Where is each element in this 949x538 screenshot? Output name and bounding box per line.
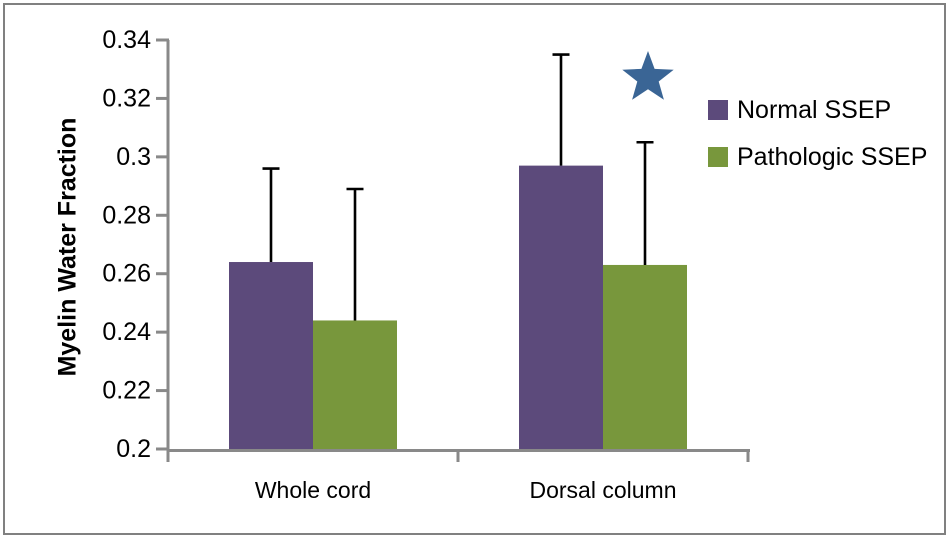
y-axis-tick-label: 0.22 bbox=[102, 377, 151, 405]
bar-normal-ssep-dorsal-column bbox=[519, 165, 603, 449]
y-axis-tick-label: 0.3 bbox=[116, 143, 151, 171]
legend: Normal SSEP Pathologic SSEP bbox=[708, 95, 928, 171]
y-axis-tick-label: 0.32 bbox=[102, 84, 151, 112]
y-axis-tick-label: 0.34 bbox=[102, 26, 151, 54]
legend-label-normal-ssep: Normal SSEP bbox=[737, 95, 892, 124]
bar-pathologic-ssep-whole-cord bbox=[313, 320, 397, 449]
error-bar-normal-ssep-whole-cord bbox=[262, 167, 280, 263]
legend-swatch-pathologic-ssep bbox=[708, 147, 728, 167]
legend-label-pathologic-ssep: Pathologic SSEP bbox=[737, 142, 928, 171]
y-axis-tick-label: 0.28 bbox=[102, 201, 151, 229]
legend-item-pathologic-ssep: Pathologic SSEP bbox=[708, 142, 928, 171]
x-axis-category-label-whole-cord: Whole cord bbox=[255, 477, 371, 503]
y-axis-tick-label: 0.2 bbox=[116, 435, 151, 463]
y-axis-tick-label: 0.24 bbox=[102, 318, 151, 346]
significance-star-icon bbox=[622, 51, 674, 100]
legend-swatch-normal-ssep bbox=[708, 100, 728, 120]
error-bar-normal-ssep-dorsal-column bbox=[552, 53, 570, 166]
y-axis-tick-label: 0.26 bbox=[102, 260, 151, 288]
bar-pathologic-ssep-dorsal-column bbox=[603, 264, 687, 449]
legend-item-normal-ssep: Normal SSEP bbox=[708, 95, 927, 124]
bar-normal-ssep-whole-cord bbox=[229, 262, 313, 449]
error-bar-pathologic-ssep-whole-cord bbox=[346, 187, 364, 321]
error-bar-pathologic-ssep-dorsal-column bbox=[636, 140, 654, 265]
x-axis-category-label-dorsal-column: Dorsal column bbox=[530, 477, 677, 503]
